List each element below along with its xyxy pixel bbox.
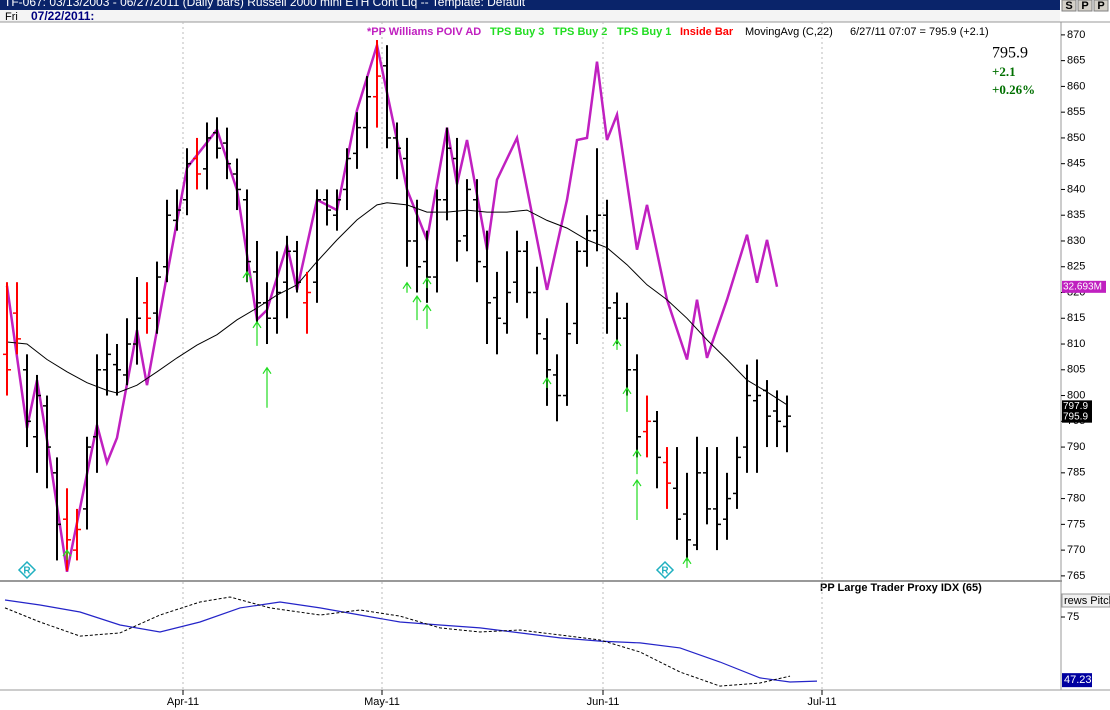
r-label: R: [661, 566, 669, 577]
side-label-box: [1061, 593, 1110, 608]
status: 6/27/11 07:07 = 795.9 (+2.1): [850, 26, 989, 38]
panel-title: PP Large Trader Proxy IDX (65): [820, 582, 982, 594]
price-label: 795.9: [1063, 411, 1088, 422]
buy-arrow: [622, 386, 632, 412]
buy-arrow: [632, 478, 642, 521]
buy-arrow: [262, 366, 272, 408]
line: [4, 599, 818, 683]
legend-entry: Inside Bar: [680, 26, 734, 38]
day: Fri: [5, 11, 18, 23]
y-tick-label: 845: [1067, 158, 1085, 170]
purple-label: 32.693M: [1063, 281, 1102, 292]
buy-arrow: [542, 376, 552, 389]
y-tick-label: 790: [1067, 441, 1085, 453]
window-title: TF-067: 03/13/2003 - 06/27/2011 (Daily b…: [4, 0, 526, 9]
button[interactable]: [1061, 0, 1077, 12]
legend-entry: MovingAvg (C,22): [745, 26, 833, 38]
purple-label-box: [1062, 280, 1106, 293]
buy-arrow: [422, 303, 432, 329]
y-tick-label: 810: [1067, 338, 1085, 350]
button[interactable]: [1093, 0, 1109, 12]
y-tick-label: 765: [1067, 570, 1085, 582]
legend-entry: TPS Buy 2: [553, 26, 607, 38]
buttons: S P P: [1061, 0, 1109, 12]
r-diamond: [17, 560, 37, 580]
buy-arrow: [632, 449, 642, 475]
buy-arrow: [682, 556, 692, 568]
y-tick-label: 815: [1067, 312, 1085, 324]
y-tick-label: 785: [1067, 467, 1085, 479]
title-bar: [0, 0, 1060, 10]
last-label-box: [1062, 673, 1092, 688]
button[interactable]: [1077, 0, 1093, 12]
buy-arrow: [422, 276, 432, 289]
date: 07/22/2011:: [31, 9, 94, 23]
r-diamond: [655, 560, 675, 580]
line: [6, 202, 788, 406]
y-tick-label: 780: [1067, 492, 1085, 504]
quote-change: +2.1: [992, 64, 1016, 79]
y-tick-label: 830: [1067, 235, 1085, 247]
buy-arrow: [612, 338, 622, 350]
quote-last: 795.9: [992, 45, 1028, 62]
legend-entry: *PP Williams POIV AD: [367, 26, 481, 38]
buy-arrow: [242, 270, 252, 282]
info-row: [0, 10, 1060, 22]
button-label[interactable]: S: [1065, 0, 1072, 12]
y-tick-label: 860: [1067, 80, 1085, 92]
side-label: rews Pitch: [1064, 595, 1110, 607]
y-tick-label: 865: [1067, 55, 1085, 67]
x-tick-label: Apr-11: [167, 696, 199, 708]
button-label[interactable]: P: [1081, 0, 1088, 12]
last-label: 47.23: [1064, 674, 1092, 686]
buy-arrow: [252, 320, 262, 346]
y-tick-label: 75: [1067, 611, 1079, 623]
r-label: R: [23, 566, 31, 577]
y-tick-label: 770: [1067, 544, 1085, 556]
price-label-box: [1062, 400, 1092, 413]
x-tick-label: Jun-11: [587, 696, 620, 708]
y-tick-label: 775: [1067, 518, 1085, 530]
y-tick-label: 805: [1067, 364, 1085, 376]
buy-arrow: [402, 281, 412, 293]
price-label-box: [1062, 410, 1092, 423]
y-tick-label: 835: [1067, 209, 1085, 221]
y-tick-label: 870: [1067, 29, 1085, 41]
y-tick-label: 800: [1067, 389, 1085, 401]
legend-entry: TPS Buy 1: [617, 26, 671, 38]
x-tick-label: Jul-11: [807, 696, 836, 708]
y-tick-label: 855: [1067, 106, 1085, 118]
y-tick-label: 825: [1067, 261, 1085, 273]
y-tick-label: 840: [1067, 183, 1085, 195]
price-label: 797.9: [1063, 401, 1088, 412]
x-tick-label: May-11: [364, 696, 400, 708]
button-label[interactable]: P: [1097, 0, 1104, 12]
buy-arrow: [412, 295, 422, 321]
legend-entry: TPS Buy 3: [490, 26, 544, 38]
r-marker: R R: [17, 560, 675, 580]
buy-arrow: [62, 549, 72, 561]
y-tick-label: 850: [1067, 132, 1085, 144]
quote-percent: +0.26%: [992, 82, 1035, 97]
